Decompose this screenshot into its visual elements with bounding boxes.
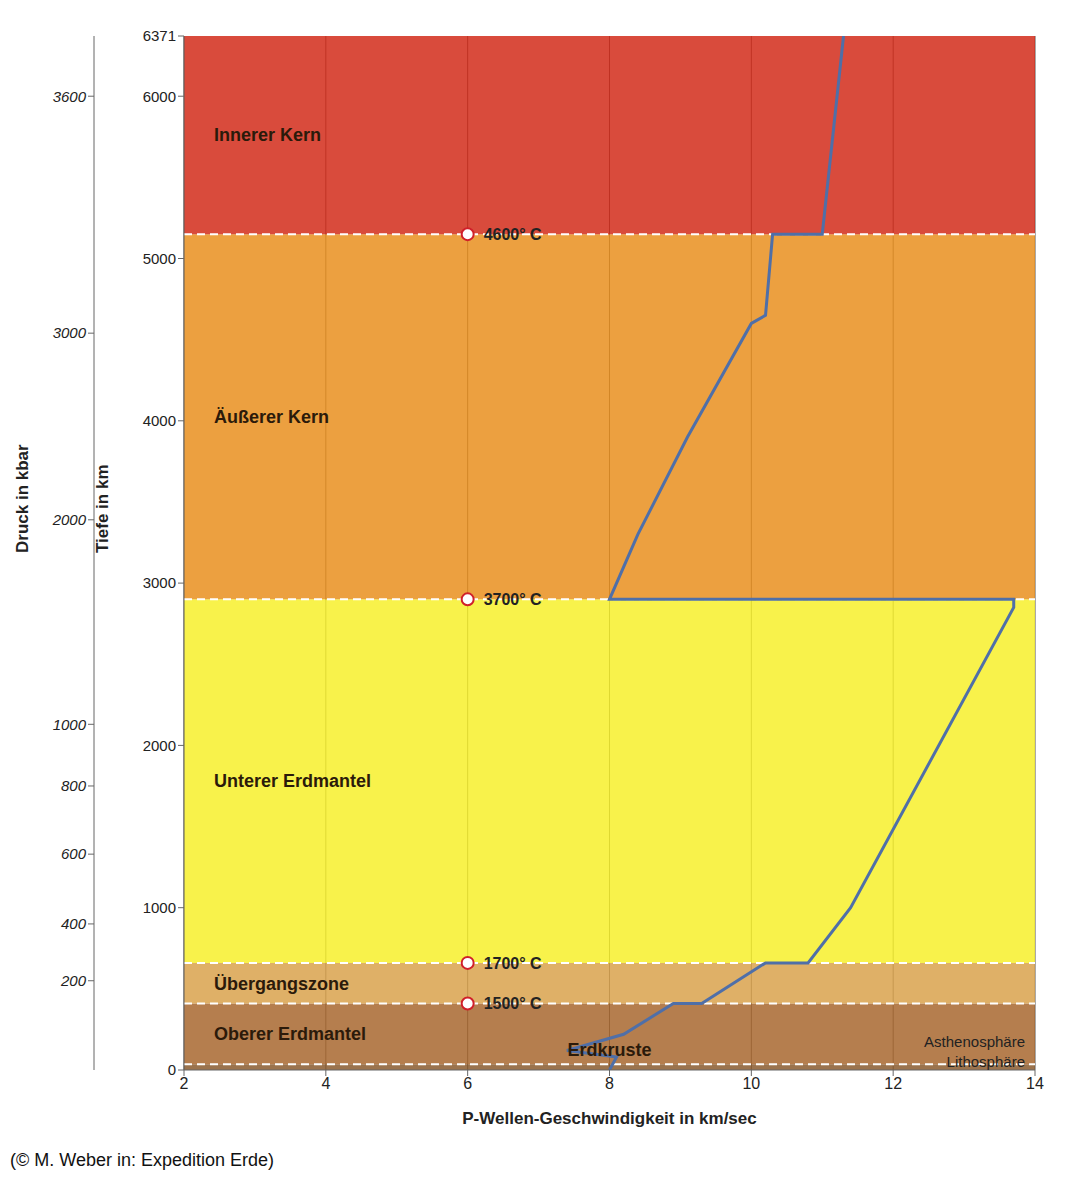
svg-text:4: 4 xyxy=(321,1075,330,1092)
svg-text:6000: 6000 xyxy=(143,88,176,105)
svg-text:6: 6 xyxy=(463,1075,472,1092)
svg-text:2000: 2000 xyxy=(52,511,87,528)
svg-text:Asthenosphäre: Asthenosphäre xyxy=(924,1033,1025,1050)
svg-text:Oberer Erdmantel: Oberer Erdmantel xyxy=(214,1024,366,1044)
svg-text:3600: 3600 xyxy=(53,88,87,105)
svg-text:3000: 3000 xyxy=(143,574,176,591)
svg-text:4000: 4000 xyxy=(143,412,176,429)
svg-text:2000: 2000 xyxy=(143,737,176,754)
svg-text:Lithosphäre: Lithosphäre xyxy=(947,1053,1025,1070)
svg-text:5000: 5000 xyxy=(143,250,176,267)
svg-text:12: 12 xyxy=(884,1075,902,1092)
svg-text:3700° C: 3700° C xyxy=(484,591,542,608)
svg-text:800: 800 xyxy=(61,777,87,794)
svg-text:1500° C: 1500° C xyxy=(484,995,542,1012)
svg-text:14: 14 xyxy=(1026,1075,1044,1092)
svg-text:P-Wellen-Geschwindigkeit in km: P-Wellen-Geschwindigkeit in km/sec xyxy=(462,1109,756,1128)
svg-text:400: 400 xyxy=(61,915,87,932)
svg-text:1000: 1000 xyxy=(143,899,176,916)
svg-text:200: 200 xyxy=(60,972,87,989)
svg-text:2: 2 xyxy=(180,1075,189,1092)
svg-text:0: 0 xyxy=(168,1061,176,1078)
svg-text:1000: 1000 xyxy=(53,716,87,733)
svg-text:1700° C: 1700° C xyxy=(484,955,542,972)
svg-text:Äußerer Kern: Äußerer Kern xyxy=(214,407,329,427)
svg-text:Innerer Kern: Innerer Kern xyxy=(214,125,321,145)
svg-text:Druck in kbar: Druck in kbar xyxy=(13,444,32,553)
svg-text:4600° C: 4600° C xyxy=(484,226,542,243)
svg-text:Erdkruste: Erdkruste xyxy=(567,1040,651,1060)
svg-text:6371: 6371 xyxy=(143,27,176,44)
svg-text:600: 600 xyxy=(61,845,87,862)
svg-text:Übergangszone: Übergangszone xyxy=(214,974,349,994)
svg-text:10: 10 xyxy=(742,1075,760,1092)
svg-text:Tiefe in km: Tiefe in km xyxy=(93,465,112,554)
svg-text:8: 8 xyxy=(605,1075,614,1092)
html-text:(© M. Weber in: Expedition Erd: (© M. Weber in: Expedition Erde) xyxy=(10,1150,274,1170)
svg-text:Unterer Erdmantel: Unterer Erdmantel xyxy=(214,771,371,791)
svg-text:3000: 3000 xyxy=(53,324,87,341)
